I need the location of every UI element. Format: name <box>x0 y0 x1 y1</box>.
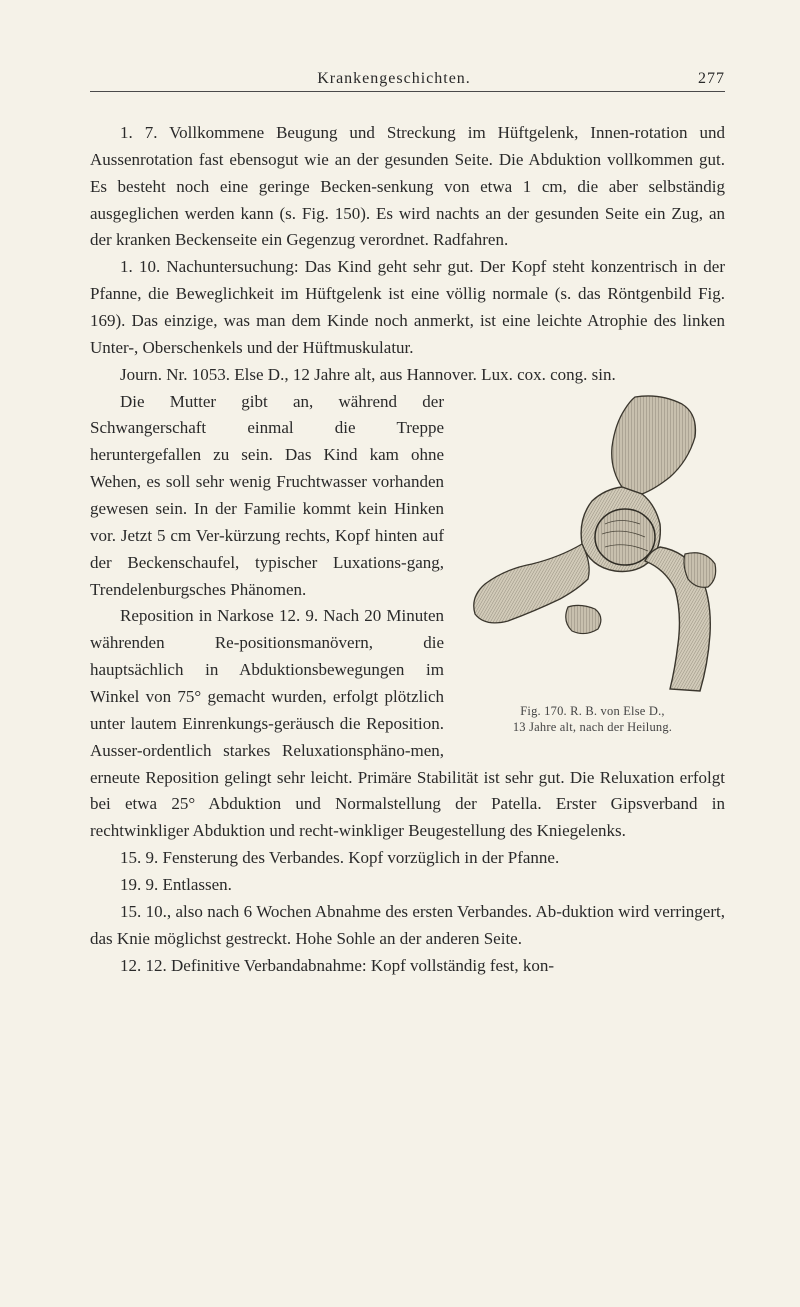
bone-svg-icon <box>460 389 725 699</box>
figure-caption: Fig. 170. R. B. von Else D., 13 Jahre al… <box>460 703 725 737</box>
paragraph-3: Journ. Nr. 1053. Else D., 12 Jahre alt, … <box>90 362 725 389</box>
paragraph-6: 15. 9. Fensterung des Verbandes. Kopf vo… <box>90 845 725 872</box>
page-header: Krankengeschichten. 277 <box>90 70 725 92</box>
hip-bone-illustration <box>460 389 725 699</box>
caption-line-1: Fig. 170. R. B. von Else D., <box>520 704 665 718</box>
caption-line-2: 13 Jahre alt, nach der Heilung. <box>513 720 672 734</box>
header-title: Krankengeschichten. <box>90 70 698 88</box>
paragraph-9: 12. 12. Definitive Verbandabnahme: Kopf … <box>90 953 725 980</box>
paragraph-1: 1. 7. Vollkommene Beugung und Streckung … <box>90 120 725 254</box>
paragraph-7: 19. 9. Entlassen. <box>90 872 725 899</box>
text-figure-wrap: Fig. 170. R. B. von Else D., 13 Jahre al… <box>90 389 725 846</box>
figure-170: Fig. 170. R. B. von Else D., 13 Jahre al… <box>460 389 725 737</box>
paragraph-2: 1. 10. Nachuntersuchung: Das Kind geht s… <box>90 254 725 361</box>
page-container: Krankengeschichten. 277 1. 7. Vollkommen… <box>0 0 800 1040</box>
page-number: 277 <box>698 70 725 88</box>
paragraph-8: 15. 10., also nach 6 Wochen Abnahme des … <box>90 899 725 953</box>
body-text-block: 1. 7. Vollkommene Beugung und Streckung … <box>90 120 725 980</box>
